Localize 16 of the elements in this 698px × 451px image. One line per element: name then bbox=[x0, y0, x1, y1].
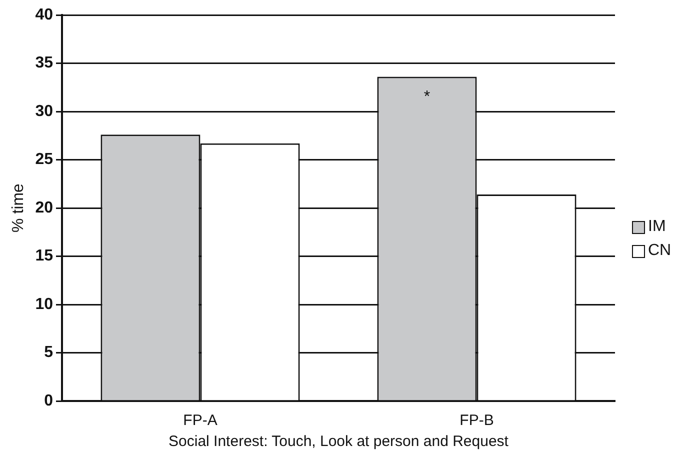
x-tick-label: FP-A bbox=[183, 412, 218, 430]
y-tick-label: 40 bbox=[35, 6, 54, 24]
y-tick-label: 15 bbox=[35, 248, 54, 265]
y-tick-label: 35 bbox=[35, 54, 54, 72]
x-tick-label: FP-B bbox=[460, 412, 494, 430]
y-tick-label: 30 bbox=[35, 102, 54, 120]
y-axis-title: % time bbox=[10, 183, 28, 232]
y-tick-label: 5 bbox=[44, 344, 54, 362]
y-tick-label: 20 bbox=[35, 199, 54, 216]
y-tick-label: 10 bbox=[35, 296, 54, 313]
annotation: * bbox=[424, 88, 430, 106]
text: CN bbox=[648, 241, 672, 261]
y-tick-label: 25 bbox=[35, 151, 54, 168]
x-axis-title: Social Interest: Touch, Look at person and Request bbox=[168, 433, 510, 450]
y-tick-label: 0 bbox=[44, 392, 54, 410]
legend-label: IM bbox=[648, 217, 666, 237]
